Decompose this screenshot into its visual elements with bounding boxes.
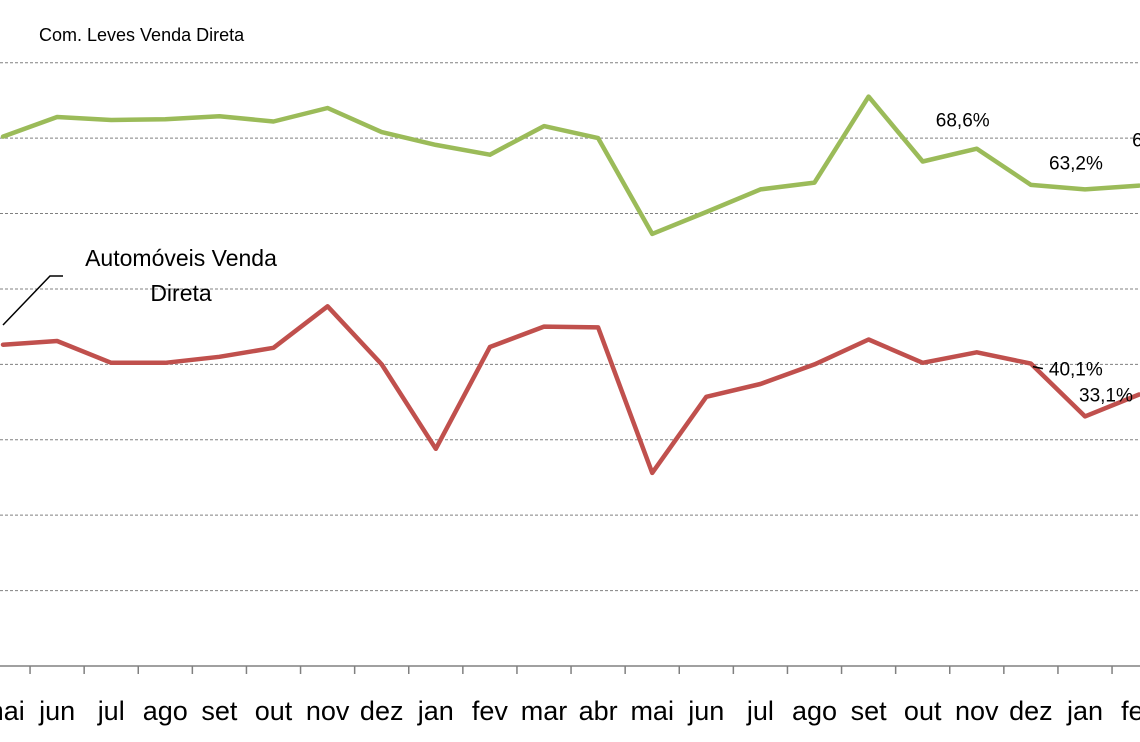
legend-automoveis-line2: Direta bbox=[150, 280, 212, 306]
x-tick-label: abr bbox=[579, 696, 618, 726]
series-com-leves-line bbox=[0, 94, 1140, 237]
gridlines bbox=[0, 62, 1140, 592]
data-label-automoveis: 40,1% bbox=[1049, 360, 1103, 381]
x-tick-label: jul bbox=[97, 696, 125, 726]
x-tick-label: set bbox=[851, 696, 888, 726]
data-label-com-leves: 63,2% bbox=[1049, 153, 1103, 174]
x-tick-label: mai bbox=[630, 696, 674, 726]
legend-automoveis-leader bbox=[2, 275, 63, 326]
x-tick-label: set bbox=[201, 696, 238, 726]
x-axis: maijunjulagosetoutnovdezjanfevmarabrmaij… bbox=[0, 665, 1140, 726]
inline-legend: Com. Leves Venda Direta Automóveis Venda… bbox=[2, 25, 277, 326]
series-lines bbox=[0, 94, 1140, 476]
x-tick-label: dez bbox=[1009, 696, 1053, 726]
x-tick-label: jan bbox=[1066, 696, 1103, 726]
x-tick-label: jun bbox=[687, 696, 724, 726]
data-label-leader bbox=[1032, 365, 1044, 370]
x-tick-label: fev bbox=[472, 696, 509, 726]
x-tick-label: ago bbox=[792, 696, 837, 726]
legend-com-leves: Com. Leves Venda Direta bbox=[39, 25, 245, 45]
x-tick-label: fev bbox=[1121, 696, 1140, 726]
series-automoveis-line bbox=[0, 304, 1140, 476]
x-tick-label: jul bbox=[746, 696, 774, 726]
x-tick-label: out bbox=[904, 696, 942, 726]
data-label-automoveis: 33,1% bbox=[1079, 385, 1133, 406]
x-tick-label: mar bbox=[521, 696, 568, 726]
x-tick-label: dez bbox=[360, 696, 404, 726]
legend-automoveis-line1: Automóveis Venda bbox=[85, 245, 277, 271]
x-tick-label: out bbox=[255, 696, 293, 726]
data-labels: 68,6% 63,2% 6 40,1% 33,1% bbox=[936, 111, 1140, 407]
x-tick-label: nov bbox=[955, 696, 999, 726]
x-tick-label: jan bbox=[417, 696, 454, 726]
x-tick-label: nov bbox=[306, 696, 350, 726]
data-label-com-leves: 6 bbox=[1132, 131, 1140, 152]
x-tick-label: ago bbox=[143, 696, 188, 726]
data-label-com-leves: 68,6% bbox=[936, 111, 990, 132]
x-tick-label: mai bbox=[0, 696, 25, 726]
x-tick-label: jun bbox=[38, 696, 75, 726]
